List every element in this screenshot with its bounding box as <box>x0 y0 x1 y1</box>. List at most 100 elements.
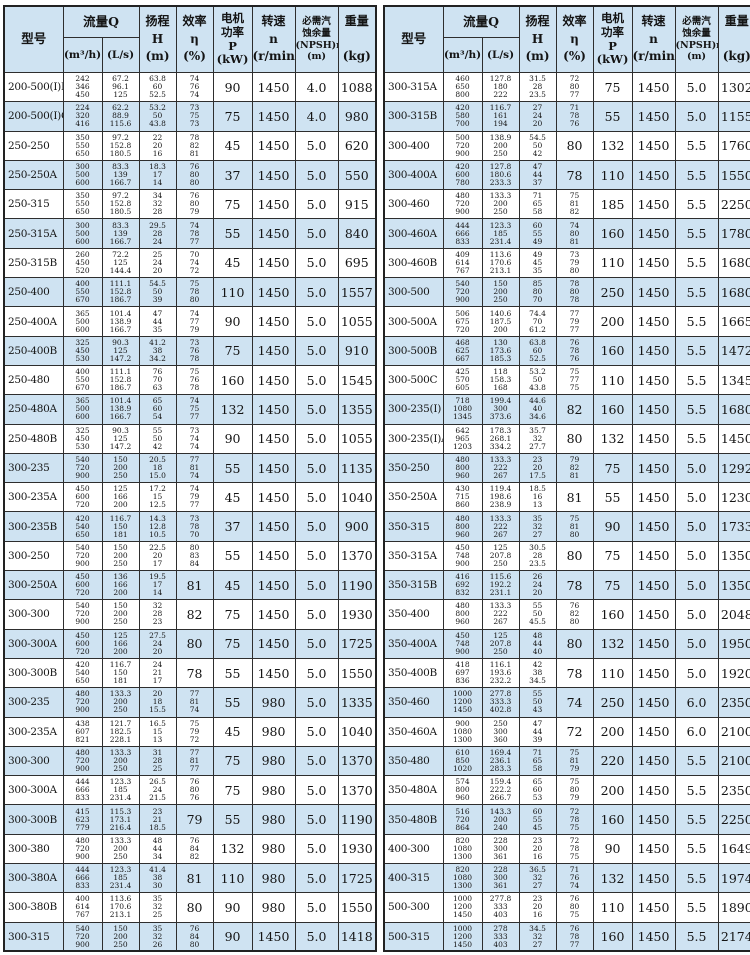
cell-weight: 1040 <box>337 716 377 747</box>
cell-head: 34.5 32 27 <box>518 921 557 952</box>
cell-npsh: 5.0 <box>294 364 339 396</box>
cell-npsh: 5.0 <box>294 394 339 425</box>
cell-head: 34 32 28 <box>138 189 177 220</box>
cell-speed: 1450 <box>631 775 676 806</box>
cell-npsh: 5.0 <box>294 335 339 366</box>
cell-power: 37 <box>212 511 253 542</box>
col-header-head: 扬程 H (m) <box>518 5 557 73</box>
cell-model: 300-235 <box>3 452 64 484</box>
cell-npsh: 5.5 <box>674 364 719 396</box>
cell-flow-ls: 125 207.8 250 <box>481 540 520 572</box>
cell-flow-m3h: 820 1080 1300 <box>442 863 483 894</box>
cell-head: 48 44 40 <box>518 628 557 659</box>
cell-head: 74.4 70 61.2 <box>518 306 557 337</box>
cell-flow-ls: 127.8 180 222 <box>481 71 520 103</box>
cell-power: 75 <box>212 599 253 630</box>
cell-weight: 1155 <box>717 101 750 132</box>
cell-flow-ls: 127.8 180.6 233.3 <box>481 159 520 191</box>
cell-model: 300-300A <box>3 775 64 806</box>
cell-flow-m3h: 820 1080 1300 <box>442 833 483 865</box>
cell-model: 250-480B <box>3 423 64 454</box>
cell-npsh: 5.0 <box>294 540 339 572</box>
cell-power: 200 <box>592 306 633 337</box>
cell-efficiency: 80 <box>555 423 594 454</box>
cell-weight: 1055 <box>337 423 377 454</box>
cell-power: 55 <box>212 452 253 484</box>
cell-power: 110 <box>592 159 633 191</box>
cell-npsh: 5.0 <box>294 511 339 542</box>
table-row: 300-235 540 720 900 150 200 250 20.5 18 15.… <box>3 452 377 484</box>
cell-power: 45 <box>212 247 253 279</box>
col-header-flow-ls: (L/s) <box>481 37 520 73</box>
cell-flow-m3h: 480 720 900 <box>62 833 103 865</box>
cell-flow-ls: 101.4 138.9 166.7 <box>101 394 140 425</box>
cell-weight: 1930 <box>337 833 377 865</box>
table-row: 300-235(I)A 642 965 1203 178.3 268.1 334.2… <box>383 423 750 454</box>
cell-power: 90 <box>212 892 253 923</box>
cell-model: 250-480A <box>3 394 64 425</box>
cell-head: 27.5 24 20 <box>138 628 177 659</box>
cell-weight: 1370 <box>337 540 377 572</box>
cell-weight: 1930 <box>337 599 377 630</box>
cell-npsh: 5.0 <box>294 687 339 718</box>
cell-head: 24 21 17 <box>138 657 177 689</box>
cell-npsh: 5.0 <box>674 540 719 572</box>
cell-power: 185 <box>592 189 633 220</box>
cell-efficiency: 79 82 81 <box>555 452 594 484</box>
cell-model: 300-300 <box>3 599 64 630</box>
cell-head: 16.5 15 13 <box>138 716 177 747</box>
cell-flow-ls: 123.3 185 231.4 <box>481 218 520 249</box>
cell-model: 250-315B <box>3 247 64 279</box>
cell-efficiency: 78 <box>555 570 594 601</box>
cell-npsh: 5.0 <box>294 921 339 952</box>
cell-efficiency: 78 <box>175 657 214 689</box>
cell-efficiency: 73 74 74 <box>175 423 214 454</box>
cell-flow-ls: 101.4 138.9 166.7 <box>101 306 140 337</box>
table-row: 300-460 480 720 900 133.3 200 250 71 65 58 7… <box>383 189 750 220</box>
cell-flow-m3h: 1000 1200 1450 <box>442 892 483 923</box>
cell-model: 300-500A <box>383 306 444 337</box>
cell-model: 250-480 <box>3 364 64 396</box>
cell-head: 41.2 38 34.2 <box>138 335 177 366</box>
cell-weight: 1557 <box>337 277 377 308</box>
cell-model: 300-500C <box>383 364 444 396</box>
cell-flow-ls: 150 200 250 <box>101 540 140 572</box>
cell-head: 31.5 28 23.5 <box>518 71 557 103</box>
cell-model: 300-300 <box>3 745 64 777</box>
cell-model: 300-400A <box>383 159 444 191</box>
cell-power: 55 <box>212 687 253 718</box>
cell-power: 110 <box>592 364 633 396</box>
cell-head: 53.2 50 43.8 <box>138 101 177 132</box>
cell-weight: 910 <box>337 335 377 366</box>
cell-model: 300-380A <box>3 863 64 894</box>
table-row: 300-300 480 720 900 133.3 200 250 31 28 25 7… <box>3 745 377 777</box>
cell-speed: 1450 <box>631 657 676 689</box>
cell-npsh: 5.0 <box>294 775 339 806</box>
cell-npsh: 5.0 <box>674 628 719 659</box>
cell-npsh: 5.0 <box>294 452 339 484</box>
table-row: 350-315 480 800 960 133.3 222 267 35 32 27 7… <box>383 511 750 542</box>
cell-head: 53.2 50 43.8 <box>518 364 557 396</box>
cell-weight: 1135 <box>337 452 377 484</box>
cell-flow-m3h: 1000 1200 1450 <box>442 687 483 718</box>
cell-model: 400-315 <box>383 863 444 894</box>
cell-npsh: 5.5 <box>674 892 719 923</box>
cell-power: 110 <box>592 657 633 689</box>
cell-efficiency: 75 79 72 <box>175 716 214 747</box>
cell-head: 31 28 25 <box>138 745 177 777</box>
cell-npsh: 5.0 <box>294 745 339 777</box>
cell-power: 75 <box>212 775 253 806</box>
cell-speed: 980 <box>251 745 296 777</box>
cell-model: 300-460B <box>383 247 444 279</box>
cell-efficiency: 75 76 78 <box>175 364 214 396</box>
cell-head: 26.5 24 21.5 <box>138 775 177 806</box>
cell-model: 500-300 <box>383 892 444 923</box>
cell-flow-m3h: 365 500 600 <box>62 394 103 425</box>
cell-efficiency: 74 79 77 <box>175 482 214 513</box>
cell-weight: 1335 <box>337 687 377 718</box>
col-header-power: 电机 功率 P (kW) <box>212 5 253 73</box>
cell-efficiency: 75 77 75 <box>555 364 594 396</box>
cell-speed: 1450 <box>251 335 296 366</box>
cell-flow-ls: 133.3 222 267 <box>481 452 520 484</box>
col-header-weight: 重量 (kg) <box>337 5 377 73</box>
